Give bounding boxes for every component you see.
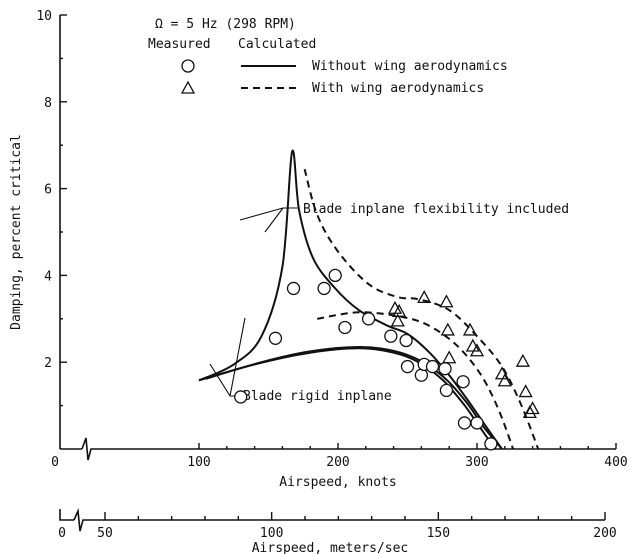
y-tick-label: 6 bbox=[44, 183, 52, 198]
secondary-axis-break bbox=[59, 507, 605, 532]
measured-triangle-point bbox=[440, 322, 455, 336]
measured-circle-point bbox=[384, 329, 398, 343]
measured-triangle-point bbox=[390, 313, 405, 327]
chart-title: Ω = 5 Hz (298 RPM) bbox=[155, 17, 296, 32]
secondary-x-axis-title: Airspeed, meters/sec bbox=[252, 541, 409, 554]
y-tick-label: 10 bbox=[36, 9, 52, 24]
legend-calculated-header: Calculated bbox=[238, 37, 316, 52]
leader-flexibility bbox=[239, 207, 299, 233]
measured-triangle-point bbox=[462, 322, 478, 336]
measured-triangle-point bbox=[417, 290, 432, 304]
legend-label-without: Without wing aerodynamics bbox=[312, 59, 508, 74]
main-axes: 0 100 200 300 400 2 4 6 8 10 Airspeed, knots Damp… bbox=[9, 9, 628, 490]
measured-circle-point bbox=[400, 359, 415, 374]
secondary-tick-label: 0 bbox=[58, 526, 66, 541]
measured-points bbox=[234, 268, 540, 451]
with-wing-calculated-curve bbox=[303, 168, 540, 450]
y-axis-title: Damping, percent critical bbox=[9, 134, 24, 330]
x-tick-label: 200 bbox=[326, 455, 349, 470]
measured-circle-point bbox=[457, 416, 472, 430]
leader-rigid bbox=[209, 317, 246, 397]
x-tick-label: 100 bbox=[187, 455, 210, 470]
measured-circle-point bbox=[470, 416, 484, 430]
without-wing-calculated-curve bbox=[205, 345, 503, 450]
x-axis-break bbox=[60, 437, 616, 461]
secondary-tick-label: 100 bbox=[260, 526, 283, 541]
secondary-tick-label: 50 bbox=[97, 526, 113, 541]
measured-triangle-point bbox=[518, 384, 533, 398]
measured-circle-point bbox=[484, 437, 498, 451]
y-tick-label: 4 bbox=[44, 269, 52, 284]
annotation-rigid: Blade rigid inplane bbox=[243, 389, 392, 404]
y-tick-label: 2 bbox=[44, 356, 52, 371]
measured-circle-point bbox=[414, 368, 429, 382]
measured-triangle-point bbox=[469, 343, 485, 357]
measured-circle-point bbox=[456, 375, 470, 389]
secondary-x-axis: 0 50 100 150 200 Airspeed, meters/sec bbox=[58, 507, 617, 554]
measured-triangle-point bbox=[525, 401, 540, 415]
measured-triangle-point bbox=[497, 373, 512, 387]
without-wing-calculated-curve bbox=[198, 149, 503, 450]
y-tick-label: 8 bbox=[44, 96, 52, 111]
x-axis-title: Airspeed, knots bbox=[279, 475, 396, 490]
annotation-flexibility: Blade inplane flexibility included bbox=[303, 202, 569, 217]
measured-circle-point bbox=[399, 333, 413, 348]
measured-circle-point bbox=[361, 312, 376, 326]
x-tick-label: 0 bbox=[51, 455, 59, 470]
legend: Ω = 5 Hz (298 RPM) Measured Calculated W… bbox=[148, 17, 508, 96]
x-tick-label: 300 bbox=[465, 455, 488, 470]
measured-circle-point bbox=[425, 359, 440, 374]
secondary-tick-label: 200 bbox=[593, 526, 616, 541]
measured-triangle-point bbox=[515, 353, 530, 367]
measured-triangle-point bbox=[442, 350, 457, 364]
measured-circle-point bbox=[438, 362, 452, 376]
legend-label-with: With wing aerodynamics bbox=[312, 81, 484, 96]
measured-circle-point bbox=[286, 281, 301, 296]
measured-triangle-point bbox=[439, 294, 454, 308]
measured-circle-point bbox=[439, 383, 454, 398]
calculated-curves bbox=[198, 149, 540, 450]
legend-circle-marker bbox=[181, 59, 195, 73]
legend-triangle-marker bbox=[180, 80, 196, 94]
measured-circle-point bbox=[317, 281, 331, 296]
measured-circle-point bbox=[338, 320, 352, 335]
legend-measured-header: Measured bbox=[148, 37, 211, 52]
secondary-tick-label: 150 bbox=[427, 526, 450, 541]
measured-circle-point bbox=[328, 268, 342, 283]
annotations: Blade inplane flexibility included Blade… bbox=[209, 202, 569, 404]
with-wing-calculated-curve bbox=[317, 311, 515, 450]
measured-circle-point bbox=[234, 390, 248, 404]
x-tick-label: 400 bbox=[604, 455, 627, 470]
measured-triangle-point bbox=[465, 338, 480, 352]
measured-triangle-point bbox=[392, 303, 407, 317]
measured-circle-point bbox=[268, 331, 283, 345]
